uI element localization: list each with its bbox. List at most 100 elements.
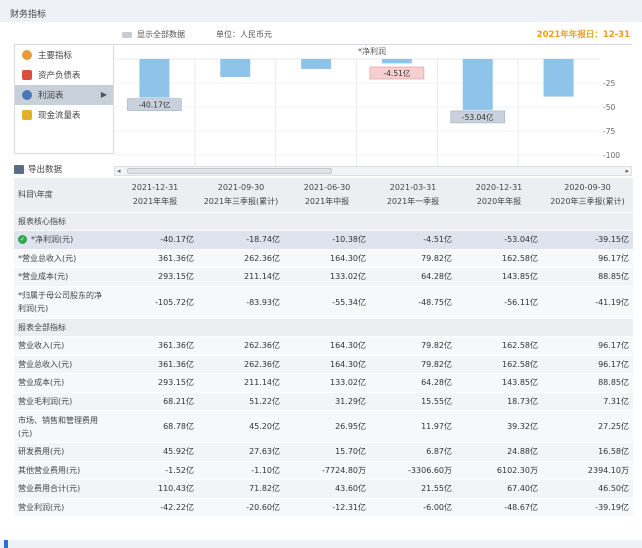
page-title: 财务指标	[10, 10, 47, 20]
table-cell: 211.14亿	[198, 373, 284, 393]
scroll-left-icon[interactable]: ◂	[117, 167, 121, 175]
table-row[interactable]: 营业费用合计(元) 110.43亿 71.82亿 43.60亿 21.55亿 67.40亿…	[14, 479, 633, 499]
section-row: 报表全部指标	[14, 318, 633, 337]
table-cell: 96.17亿	[542, 249, 633, 268]
row-label: 研发费用(元)	[14, 442, 112, 462]
row-label-text: 营业成本(元)	[18, 378, 65, 388]
table-row[interactable]: 营业收入(元) 361.36亿 262.36亿 164.30亿 79.82亿 162.58…	[14, 336, 633, 356]
table-cell: 143.85亿	[456, 373, 542, 393]
row-label-text: 营业毛利润(元)	[18, 396, 73, 406]
row-label-text: *归属于母公司股东的净利润(元)	[18, 291, 102, 313]
table-row[interactable]: 营业毛利润(元) 68.21亿 51.22亿 31.29亿 15.55亿 18.73亿 7.…	[14, 392, 633, 411]
empty-cell	[112, 318, 198, 337]
table-cell: 27.63亿	[198, 442, 284, 462]
horizontal-scrollbar[interactable]: ◂ ▸	[114, 166, 632, 176]
row-label: ✓ *净利润(元)	[14, 230, 112, 250]
table-cell: 6.87亿	[370, 442, 456, 462]
table-cell: -42.22亿	[112, 498, 198, 517]
empty-cell	[542, 318, 633, 337]
table-cell: 24.88亿	[456, 442, 542, 462]
y-tick-label: -50	[603, 103, 615, 112]
statement-sidebar: 主要指标 资产负债表 利润表 ▶ 现金流量表	[14, 44, 114, 154]
data-label-box	[127, 98, 182, 111]
table-row[interactable]: 研发费用(元) 45.92亿 27.63亿 15.70亿 6.87亿 24.88亿 16.5…	[14, 442, 633, 462]
table-cell: 88.85亿	[542, 373, 633, 393]
column-report-type: 2021年三季报(累计)	[203, 196, 279, 206]
row-label: *营业总收入(元)	[14, 249, 112, 268]
table-row[interactable]: 营业成本(元) 293.15亿 211.14亿 133.02亿 64.28亿 143.85…	[14, 373, 633, 393]
row-label-text: 营业收入(元)	[18, 341, 65, 351]
scroll-right-icon[interactable]: ▸	[625, 167, 629, 175]
bar[interactable]	[220, 59, 251, 77]
table-cell: 7.31亿	[542, 392, 633, 411]
row-label: 营业毛利润(元)	[14, 392, 112, 411]
table-row[interactable]: *归属于母公司股东的净利润(元) -105.72亿 -83.93亿 -55.34亿 -4…	[14, 286, 633, 319]
table-cell: 45.92亿	[112, 442, 198, 462]
table-cell: -48.75亿	[370, 286, 456, 319]
table-row[interactable]: 市场、销售和管理费用(元) 68.78亿 45.20亿 26.95亿 11.97亿 39.…	[14, 410, 633, 443]
section-label: 报表核心指标	[14, 212, 112, 231]
net-profit-chart: *净利润 -25 -50 -75 -100 -40.17亿 -4.51亿 -53.04亿	[114, 44, 632, 167]
column-header[interactable]: 2021-06-30 2021年中报	[284, 178, 370, 213]
table-cell: -1.52亿	[112, 461, 198, 480]
sidebar-item-main-indicators[interactable]: 主要指标	[15, 45, 113, 65]
cash-flow-icon	[22, 110, 32, 120]
table-row[interactable]: *营业总收入(元) 361.36亿 262.36亿 164.30亿 79.82亿 162.…	[14, 249, 633, 268]
scrollbar-thumb[interactable]	[127, 168, 332, 174]
column-header[interactable]: 2021-03-31 2021年一季报	[370, 178, 456, 213]
export-data-button[interactable]: 导出数据	[14, 163, 62, 175]
table-row[interactable]: 营业总收入(元) 361.36亿 262.36亿 164.30亿 79.82亿 162.5…	[14, 355, 633, 374]
row-label: 营业成本(元)	[14, 373, 112, 393]
bar[interactable]	[381, 59, 412, 64]
table-cell: -1.10亿	[198, 461, 284, 480]
sidebar-item-balance-sheet[interactable]: 资产负债表	[15, 65, 113, 85]
column-header[interactable]: 2020-09-30 2020年三季报(累计)	[542, 178, 633, 213]
column-date: 2021-12-31	[131, 182, 179, 192]
table-row[interactable]: 营业利润(元) -42.22亿 -20.60亿 -12.31亿 -6.00亿 -48.67…	[14, 498, 633, 517]
checkbox-icon[interactable]	[122, 31, 132, 38]
show-all-label: 显示全部数据	[137, 30, 185, 39]
sidebar-item-label: 资产负债表	[38, 71, 81, 81]
bar[interactable]	[543, 59, 574, 97]
table-cell: 262.36亿	[198, 249, 284, 268]
row-label: *营业成本(元)	[14, 267, 112, 287]
table-cell: 110.43亿	[112, 479, 198, 499]
row-label: 营业费用合计(元)	[14, 479, 112, 499]
column-header[interactable]: 2020-12-31 2020年年报	[456, 178, 542, 213]
column-header[interactable]: 2021-09-30 2021年三季报(累计)	[198, 178, 284, 213]
table-cell: 164.30亿	[284, 355, 370, 374]
table-cell: 64.28亿	[370, 373, 456, 393]
column-header[interactable]: 2021-12-31 2021年年报	[112, 178, 198, 213]
table-cell: 16.58亿	[542, 442, 633, 462]
column-date: 2021-03-31	[389, 182, 437, 192]
table-cell: 46.50亿	[542, 479, 633, 499]
table-cell: 26.95亿	[284, 410, 370, 443]
table-cell: 162.58亿	[456, 355, 542, 374]
bar[interactable]	[462, 59, 493, 110]
table-row[interactable]: 其他营业费用(元) -1.52亿 -1.10亿 -7724.80万 -3306.60万 6…	[14, 461, 633, 480]
table-cell: -10.38亿	[284, 230, 370, 250]
show-all-toggle[interactable]: 显示全部数据	[122, 29, 185, 40]
column-header-corner: 科目\年度	[14, 178, 112, 213]
y-tick-label: -25	[603, 79, 615, 88]
data-label-box	[450, 110, 506, 124]
table-cell: 164.30亿	[284, 249, 370, 268]
globe-icon	[22, 90, 32, 100]
y-tick-label: -75	[603, 127, 615, 136]
data-label-box	[369, 66, 425, 80]
table-cell: 164.30亿	[284, 336, 370, 356]
table-row[interactable]: ✓ *净利润(元) -40.17亿 -18.74亿 -10.38亿 -4.51亿 -53.0…	[14, 230, 633, 250]
table-cell: 79.82亿	[370, 355, 456, 374]
table-cell: 133.02亿	[284, 267, 370, 287]
table-row[interactable]: *营业成本(元) 293.15亿 211.14亿 133.02亿 64.28亿 143.8…	[14, 267, 633, 287]
table-cell: -48.67亿	[456, 498, 542, 517]
table-cell: 79.82亿	[370, 336, 456, 356]
table-cell: 162.58亿	[456, 249, 542, 268]
bar[interactable]	[139, 59, 170, 98]
table-header: 科目\年度 2021-12-31 2021年年报 2021-09-30 2021年三季报…	[14, 178, 633, 213]
table-cell: 293.15亿	[112, 267, 198, 287]
bar[interactable]	[301, 59, 332, 69]
sidebar-item-income-statement[interactable]: 利润表 ▶	[15, 85, 113, 105]
table-cell: 293.15亿	[112, 373, 198, 393]
sidebar-item-cash-flow[interactable]: 现金流量表	[15, 105, 113, 125]
